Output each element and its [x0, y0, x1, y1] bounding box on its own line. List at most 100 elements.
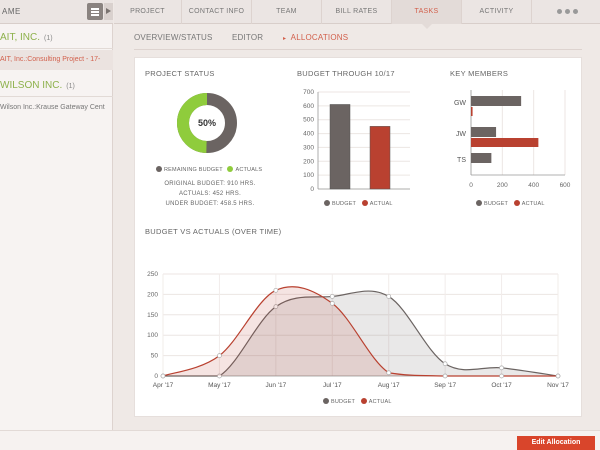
x-tick-label: Sep '17 — [434, 382, 456, 389]
x-tick-label: Jul '17 — [323, 382, 342, 389]
top-tab-bar — [114, 0, 600, 24]
y-tick-label: 50 — [151, 353, 159, 360]
sidebar-header-label[interactable]: AME — [2, 7, 21, 16]
collapse-arrow-icon[interactable] — [104, 3, 113, 20]
menu-icon[interactable] — [87, 3, 103, 20]
budget-swatch — [323, 398, 329, 404]
subtab-allocations[interactable]: ▸ ALLOCATIONS — [283, 33, 348, 42]
actual-swatch — [360, 398, 367, 404]
client-name: WILSON INC. — [0, 80, 63, 91]
y-tick-label: 700 — [303, 89, 314, 96]
point-actual — [499, 373, 504, 379]
allocations-panel — [134, 57, 582, 417]
y-tick-label: 400 — [303, 131, 314, 138]
point-budget — [499, 365, 504, 371]
project-row-wilson-krause[interactable]: Wilson Inc.:Krause Gateway Cent — [0, 98, 113, 118]
project-row-ait-consulting[interactable]: AIT, Inc.:Consulting Project - 17- — [0, 50, 113, 70]
actual-swatch — [513, 200, 520, 206]
tab-team[interactable]: TEAM — [252, 0, 322, 24]
footer-bar — [0, 430, 600, 450]
budget-swatch — [324, 200, 330, 206]
area-actual — [163, 286, 558, 376]
member-label: GW — [454, 100, 466, 107]
project-label: Wilson Inc.:Krause Gateway Cent — [0, 104, 105, 111]
y-tick-label: 100 — [147, 332, 158, 339]
legend-budget: BUDGET — [331, 399, 356, 405]
x-tick-label: May '17 — [208, 382, 231, 389]
x-tick-label: Apr '17 — [153, 382, 174, 389]
client-sidebar — [0, 0, 113, 430]
point-actual — [555, 373, 561, 379]
donut-actuals-slice — [177, 93, 208, 153]
client-row-ait[interactable]: AIT, INC. (1) — [0, 25, 113, 49]
x-tick-label: 400 — [528, 182, 539, 189]
legend-budget: BUDGET — [484, 201, 509, 207]
project-status-donut: 50% — [177, 93, 237, 153]
key-members-title: KEY MEMBERS — [450, 69, 509, 78]
actual-swatch — [361, 200, 368, 206]
legend-actuals: ACTUALS — [235, 167, 263, 173]
legend-actual: ACTUAL — [521, 201, 545, 207]
x-tick-label: 200 — [497, 182, 508, 189]
point-budget — [386, 294, 392, 299]
x-tick-label: Jun '17 — [265, 382, 286, 389]
point-budget — [329, 294, 335, 299]
point-actual — [217, 353, 222, 358]
donut-percent-label: 50% — [198, 118, 216, 128]
budget-swatch — [476, 200, 482, 206]
member-actual-bar — [471, 107, 473, 116]
remaining-budget-swatch — [156, 166, 162, 172]
key-members-chart: 0 200 400 600 GW JW TS — [454, 90, 571, 189]
actuals-swatch — [227, 166, 234, 172]
budget-through-title: BUDGET THROUGH 10/17 — [297, 69, 395, 78]
y-tick-label: 100 — [303, 172, 314, 179]
y-tick-label: 0 — [154, 373, 158, 380]
under-budget-text: UNDER BUDGET: 458.5 HRS. — [165, 201, 255, 207]
member-label: TS — [457, 157, 466, 164]
y-tick-label: 0 — [310, 186, 314, 193]
point-actual — [273, 287, 279, 293]
member-actual-bar — [471, 138, 539, 147]
edit-allocation-button[interactable]: Edit Allocation — [517, 436, 595, 450]
legend-actual: ACTUAL — [368, 399, 392, 405]
project-status-title: PROJECT STATUS — [145, 69, 215, 78]
caret-right-icon: ▸ — [283, 36, 287, 42]
y-tick-label: 250 — [147, 271, 158, 278]
more-options-icon[interactable] — [532, 0, 600, 24]
actuals-text: ACTUALS: 452 HRS. — [178, 191, 242, 197]
y-tick-label: 200 — [303, 158, 314, 165]
line-budget — [163, 290, 559, 377]
project-status-legend: REMAINING BUDGET ACTUALS — [156, 166, 262, 173]
timeline-legend: BUDGET ACTUAL — [323, 398, 392, 405]
y-tick-label: 500 — [303, 117, 314, 124]
area-budget — [163, 291, 558, 376]
client-name: AIT, INC. — [0, 32, 41, 43]
member-label: JW — [456, 131, 467, 138]
x-tick-label: 0 — [469, 182, 473, 189]
bar-budget — [329, 104, 351, 190]
client-count: (1) — [66, 83, 75, 90]
timeline-chart: 0 50 100 150 200 250 Apr '17 May '17 Jun '17 Jul … — [147, 271, 569, 389]
tab-tasks[interactable]: TASKS — [392, 0, 462, 29]
client-count: (1) — [44, 35, 53, 42]
bar-actual — [369, 126, 391, 190]
tab-contact-info[interactable]: CONTACT INFO — [182, 0, 252, 24]
subtab-overview-status[interactable]: OVERVIEW/STATUS — [134, 33, 213, 42]
subtab-editor[interactable]: EDITOR — [232, 33, 264, 42]
point-actual — [160, 373, 166, 379]
tab-activity[interactable]: ACTIVITY — [462, 0, 532, 24]
tab-bill-rates[interactable]: BILL RATES — [322, 0, 392, 24]
y-tick-label: 300 — [303, 144, 314, 151]
member-budget-bar — [471, 96, 522, 106]
point-budget — [217, 373, 222, 379]
point-actual — [442, 373, 448, 379]
point-budget — [273, 304, 279, 309]
budget-through-chart: 0 100 200 300 400 500 600 700 — [303, 89, 410, 193]
member-budget-bar — [471, 153, 492, 163]
project-label: AIT, Inc.:Consulting Project - 17- — [0, 56, 101, 63]
point-actual — [386, 370, 392, 376]
point-budget — [442, 361, 448, 367]
tab-project[interactable]: PROJECT — [114, 0, 182, 24]
point-actual — [329, 301, 335, 306]
client-row-wilson[interactable]: WILSON INC. (1) — [0, 73, 113, 97]
